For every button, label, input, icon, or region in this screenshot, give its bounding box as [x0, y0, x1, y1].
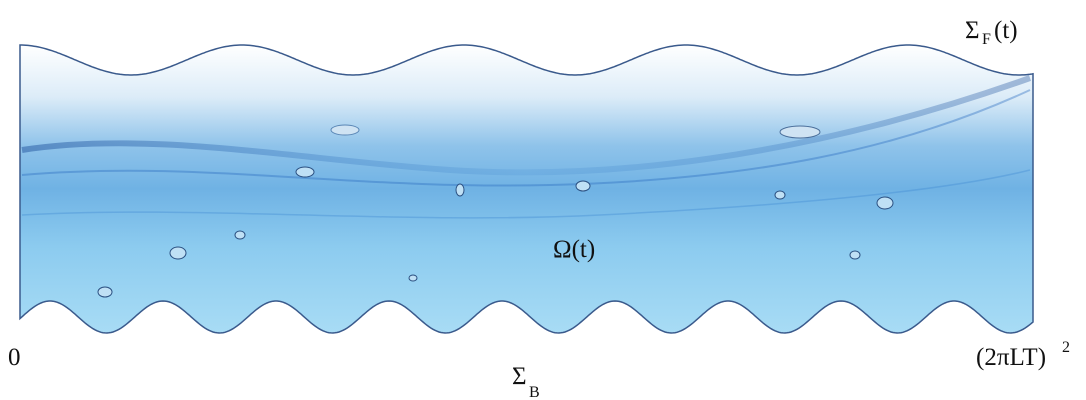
diagram: Σ F (t) Ω(t) 0 (2πLT) 2 Σ B — [0, 0, 1086, 400]
bottom-symbol: Σ — [512, 363, 527, 390]
bottom-subscript: B — [529, 384, 540, 400]
free-surface-subscript: F — [982, 31, 991, 48]
right-end-base: (2πLT) — [976, 344, 1046, 371]
free-surface-symbol: Σ — [965, 17, 980, 44]
domain-label: Ω(t) — [553, 236, 595, 263]
free-surface-suffix: (t) — [994, 17, 1018, 44]
right-end-superscript: 2 — [1062, 339, 1070, 356]
origin-label: 0 — [8, 344, 21, 371]
fluid-domain — [20, 45, 1033, 333]
